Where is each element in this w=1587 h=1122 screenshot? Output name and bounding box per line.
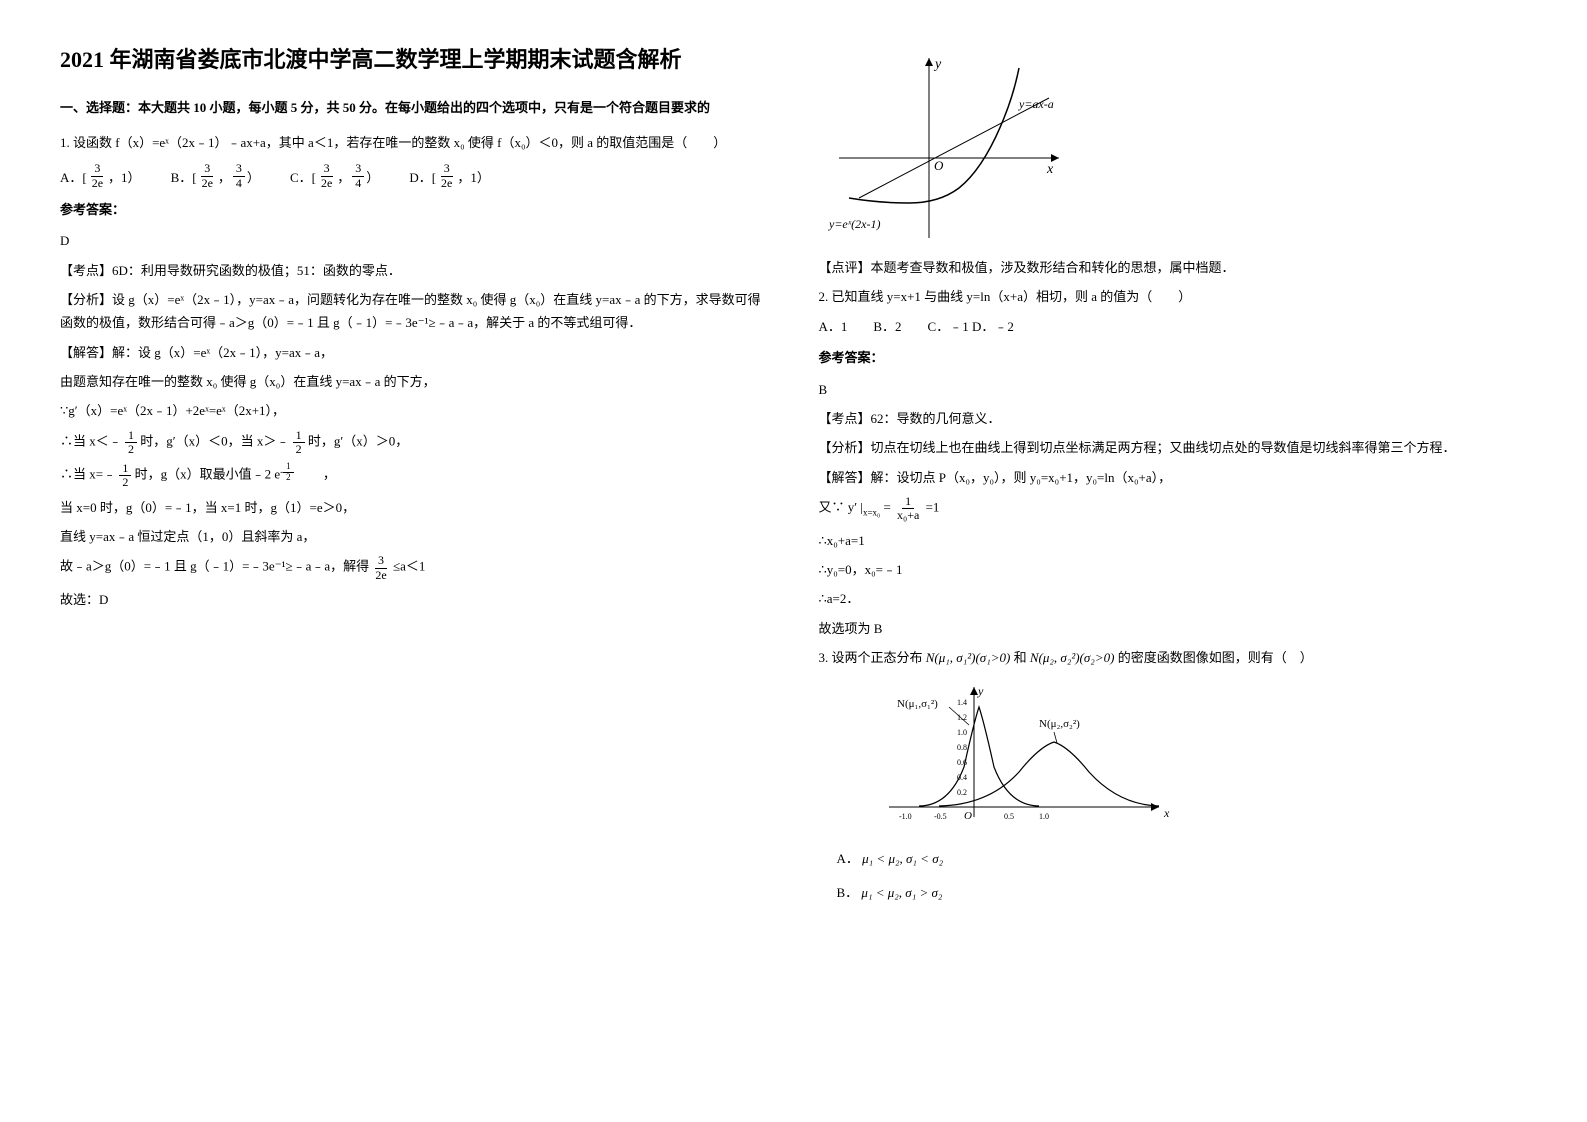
origin-label: O [934, 158, 944, 173]
y-label: y [977, 684, 984, 698]
curve-n1 [919, 707, 1039, 806]
svg-text:-1.0: -1.0 [899, 812, 912, 821]
curve-label: y=eˣ(2x-1) [828, 217, 880, 231]
q2-fenxi: 【分析】切点在切线上也在曲线上得到切点坐标满足两方程；又曲线切点处的导数值是切线… [819, 436, 1528, 459]
y-ticks: 1.4 1.2 1.0 0.8 0.6 0.4 0.2 [957, 698, 967, 797]
q1-jieda1: 【解答】解：设 g（x）=eˣ（2x﹣1），y=ax﹣a， [60, 341, 769, 364]
page: 2021 年湖南省娄底市北渡中学高二数学理上学期期末试题含解析 一、选择题：本大… [60, 40, 1527, 908]
q3-option-a: A． μ₁ < μ₂, σ₁ < σ₂ [837, 847, 1528, 870]
q2-jieda2: 又∵ y′ |x=x₀ = 1x₀+a =1 [819, 495, 1528, 522]
figure-2: 1.4 1.2 1.0 0.8 0.6 0.4 0.2 -1.0 -0.5 0.… [879, 677, 1528, 837]
n2-leader [1054, 732, 1057, 743]
origin-label: O [964, 810, 972, 822]
q1-jieda4: ∴当 x＜﹣ 12 时，g′（x）＜0，当 x＞﹣ 12 时，g′（x）＞0， [60, 429, 769, 456]
n1-label: N(μ₁,σ₁²) [897, 698, 938, 710]
right-column: y x O y=ax-a y=eˣ(2x-1) 【点评】本题考查导数和极值，涉及… [819, 40, 1528, 908]
fig1-svg: y x O y=ax-a y=eˣ(2x-1) [819, 48, 1079, 248]
q1-stem: 1. 设函数 f（x）=eˣ（2x﹣1）﹣ax+a，其中 a＜1，若存在唯一的整… [60, 131, 769, 154]
q1-jieda6: 当 x=0 时，g（0）=﹣1，当 x=1 时，g（1）=e＞0， [60, 496, 769, 519]
q2-jieda3: ∴x₀+a=1 [819, 529, 1528, 552]
svg-text:1.4: 1.4 [957, 698, 967, 707]
q2-jieda4: ∴y₀=0，x₀=﹣1 [819, 558, 1528, 581]
q2-jieda6: 故选项为 B [819, 617, 1528, 640]
q1-option-d: D．[ 32e ，1） [409, 162, 490, 189]
section-heading: 一、选择题：本大题共 10 小题，每小题 5 分，共 50 分。在每小题给出的四… [60, 96, 769, 119]
q1-jieda5: ∴当 x=﹣ 12 时，g（x）取最小值﹣2 e-12 ， [60, 462, 769, 489]
x-label: x [1046, 162, 1054, 177]
q2-jieda1: 【解答】解：设切点 P（x₀，y₀），则 y₀=x₀+1，y₀=ln（x₀+a）… [819, 466, 1528, 489]
q2-answer: B [819, 378, 1528, 401]
q1-jieda9: 故选：D [60, 588, 769, 611]
figure-1: y x O y=ax-a y=eˣ(2x-1) [819, 48, 1528, 248]
q1-kaodian: 【考点】6D：利用导数研究函数的极值；51：函数的零点． [60, 259, 769, 282]
q1-jieda2: 由题意知存在唯一的整数 x₀ 使得 g（x₀）在直线 y=ax﹣a 的下方， [60, 370, 769, 393]
q1-option-b: B．[ 32e ， 34 ） [171, 162, 260, 189]
svg-text:1.0: 1.0 [957, 728, 967, 737]
svg-text:0.2: 0.2 [957, 788, 967, 797]
svg-text:0.5: 0.5 [1004, 812, 1014, 821]
line-label: y=ax-a [1018, 97, 1054, 111]
curve-n2 [939, 742, 1159, 806]
q1-option-c: C．[ 32e ， 34 ） [290, 162, 379, 189]
fig2-svg: 1.4 1.2 1.0 0.8 0.6 0.4 0.2 -1.0 -0.5 0.… [879, 677, 1179, 837]
q1-option-a: A．[ 32e ，1） [60, 162, 141, 189]
answer-label: 参考答案： [60, 198, 769, 221]
q1-options: A．[ 32e ，1） B．[ 32e ， 34 ） C．[ 32e ， 34 … [60, 162, 769, 189]
curve-exp [849, 68, 1019, 203]
y-label: y [933, 57, 942, 72]
q2-stem: 2. 已知直线 y=x+1 与曲线 y=ln（x+a）相切，则 a 的值为（ ） [819, 285, 1528, 308]
q2-kaodian: 【考点】62：导数的几何意义． [819, 407, 1528, 430]
q1-jieda7: 直线 y=ax﹣a 恒过定点（1，0）且斜率为 a， [60, 525, 769, 548]
left-column: 2021 年湖南省娄底市北渡中学高二数学理上学期期末试题含解析 一、选择题：本大… [60, 40, 769, 908]
q1-jieda3: ∵g′（x）=eˣ（2x﹣1）+2eˣ=eˣ（2x+1）， [60, 399, 769, 422]
q1-fenxi: 【分析】设 g（x）=eˣ（2x﹣1），y=ax﹣a，问题转化为存在唯一的整数 … [60, 288, 769, 335]
y-arrow-icon [925, 58, 933, 66]
q2-jieda5: ∴a=2． [819, 587, 1528, 610]
svg-text:1.2: 1.2 [957, 713, 967, 722]
line-ax [859, 98, 1049, 198]
q1-answer: D [60, 229, 769, 252]
q3-option-b: B． μ₁ < μ₂, σ₁ > σ₂ [837, 881, 1528, 904]
x-arrow-icon [1151, 803, 1159, 811]
n2-label: N(μ₂,σ₂²) [1039, 718, 1080, 730]
y-arrow-icon [970, 687, 978, 695]
q2-answer-label: 参考答案： [819, 346, 1528, 369]
q2-opts: A．1 B．2 C．﹣1 D．﹣2 [819, 315, 1528, 338]
title: 2021 年湖南省娄底市北渡中学高二数学理上学期期末试题含解析 [60, 40, 769, 80]
x-label: x [1163, 806, 1170, 820]
q1-jieda8: 故﹣a＞g（0）=﹣1 且 g（﹣1）=﹣3e⁻¹≥﹣a﹣a，解得 32e ≤a… [60, 554, 769, 581]
q1-dianping: 【点评】本题考查导数和极值，涉及数形结合和转化的思想，属中档题． [819, 256, 1528, 279]
svg-text:1.0: 1.0 [1039, 812, 1049, 821]
svg-text:0.4: 0.4 [957, 773, 967, 782]
q3-stem: 3. 设两个正态分布 N(μ₁, σ₁²)(σ₁>0) 和 N(μ₂, σ₂²)… [819, 646, 1528, 669]
x-arrow-icon [1051, 154, 1059, 162]
svg-text:-0.5: -0.5 [934, 812, 947, 821]
svg-text:0.8: 0.8 [957, 743, 967, 752]
